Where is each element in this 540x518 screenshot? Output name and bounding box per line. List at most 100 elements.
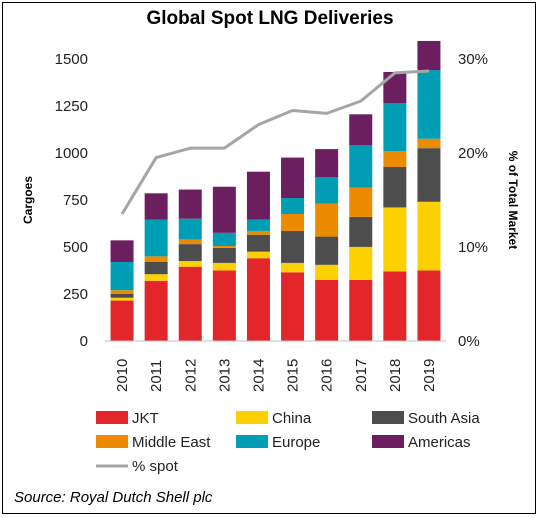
x-tick-label: 2013 [216, 359, 233, 392]
legend-label: South Asia [408, 410, 480, 427]
bar-segment-americas [281, 157, 305, 199]
bar-segment-americas [212, 186, 236, 233]
legend-swatch [96, 435, 128, 448]
bar-segment-europe [178, 218, 202, 240]
legend-swatch [236, 411, 268, 424]
bar-segment-jkt [212, 270, 236, 341]
bar-segment-middle-east [178, 239, 202, 245]
bar-segment-china [281, 262, 305, 273]
x-axis-ticks: 2010 2011 2012 2013 2014 2015 2016 2017 2018 2019 [114, 359, 438, 392]
legend-label: Europe [272, 434, 320, 451]
bar-segment-china [212, 262, 236, 271]
bar-segment-jkt [110, 300, 134, 341]
legend-label: % spot [132, 458, 179, 475]
spot-share-line [120, 69, 430, 215]
bar-segment-south-asia [281, 230, 305, 263]
bar-segment-china [144, 274, 168, 281]
bar-segment-jkt [246, 258, 270, 341]
spot-line-group [120, 69, 430, 215]
legend-label: Americas [408, 434, 471, 451]
y2-tick-label: 10% [458, 239, 488, 256]
legend: JKT China South Asia Middle East Europe Ameri… [96, 410, 480, 475]
bar-segment-middle-east [349, 187, 373, 217]
bar-segment-jkt [178, 266, 202, 341]
bar-segment-south-asia [349, 216, 373, 247]
bar-segment-americas [110, 240, 134, 262]
bar-segment-china [110, 297, 134, 301]
bar-segment-middle-east [417, 138, 441, 149]
bar-segment-south-asia [110, 293, 134, 298]
bar-segment-jkt [281, 272, 305, 341]
source-note: Source: Royal Dutch Shell plc [14, 489, 213, 506]
legend-swatch [372, 411, 404, 424]
y2-axis-label: % of Total Market [506, 151, 520, 249]
chart-title: Global Spot LNG Deliveries [146, 8, 393, 29]
bar-segment-middle-east [246, 230, 270, 235]
x-tick-label: 2017 [353, 359, 370, 392]
bar-segment-americas [178, 189, 202, 219]
bar-segment-south-asia [417, 148, 441, 202]
bar-segment-china [349, 246, 373, 280]
bar-segment-jkt [144, 280, 168, 341]
x-tick-label: 2018 [387, 359, 404, 392]
bar-segment-south-asia [246, 234, 270, 252]
y2-tick-label: 0% [458, 333, 480, 350]
bar-segment-south-asia [315, 236, 339, 265]
x-tick-label: 2012 [182, 359, 199, 392]
bars-group [110, 40, 441, 341]
bar-segment-americas [417, 40, 441, 71]
bar-segment-jkt [383, 271, 407, 341]
bar-segment-middle-east [383, 150, 407, 167]
y2-tick-label: 30% [458, 51, 488, 68]
bar-segment-europe [315, 177, 339, 204]
x-tick-label: 2015 [285, 359, 302, 392]
y-tick-label: 0 [80, 333, 88, 350]
bar-segment-europe [212, 232, 236, 246]
y-tick-label: 1250 [55, 98, 88, 115]
legend-swatch [96, 411, 128, 424]
y2-axis-ticks: 0% 10% 20% 30% [458, 51, 488, 350]
bar-segment-south-asia [178, 244, 202, 262]
bar-segment-middle-east [281, 214, 305, 231]
legend-swatch [372, 435, 404, 448]
x-tick-label: 2016 [319, 359, 336, 392]
bar-segment-americas [383, 71, 407, 104]
bar-segment-americas [349, 114, 373, 146]
bar-segment-europe [383, 103, 407, 151]
bar-segment-middle-east [315, 203, 339, 237]
x-tick-label: 2011 [148, 360, 165, 392]
legend-label: China [272, 410, 312, 427]
y-axis-ticks: 0 250 500 750 1000 1250 1500 [55, 51, 88, 350]
bar-segment-china [417, 201, 441, 271]
y-axis-label: Cargoes [21, 176, 35, 224]
x-tick-label: 2019 [421, 359, 438, 392]
y-tick-label: 750 [63, 192, 88, 209]
bar-segment-south-asia [212, 247, 236, 263]
bar-segment-jkt [349, 279, 373, 341]
bar-segment-middle-east [110, 290, 134, 294]
bar-segment-south-asia [144, 261, 168, 275]
bar-segment-europe [281, 198, 305, 215]
y2-tick-label: 20% [458, 145, 488, 162]
y-tick-label: 1000 [55, 145, 88, 162]
bar-segment-europe [246, 219, 270, 231]
legend-label: Middle East [132, 434, 211, 451]
bar-segment-americas [246, 171, 270, 220]
bar-segment-europe [417, 70, 441, 139]
x-tick-label: 2010 [114, 359, 131, 392]
y-tick-label: 1500 [55, 51, 88, 68]
bar-segment-europe [144, 219, 168, 257]
bar-segment-china [178, 261, 202, 267]
bar-segment-jkt [417, 270, 441, 341]
bar-segment-china [246, 251, 270, 259]
legend-swatch [236, 435, 268, 448]
y-tick-label: 250 [63, 286, 88, 303]
bar-segment-middle-east [144, 256, 168, 262]
x-tick-label: 2014 [250, 359, 267, 392]
bar-segment-europe [349, 145, 373, 188]
bar-segment-middle-east [212, 245, 236, 248]
bar-segment-americas [315, 149, 339, 178]
bar-segment-americas [144, 193, 168, 220]
bar-segment-europe [110, 261, 134, 291]
